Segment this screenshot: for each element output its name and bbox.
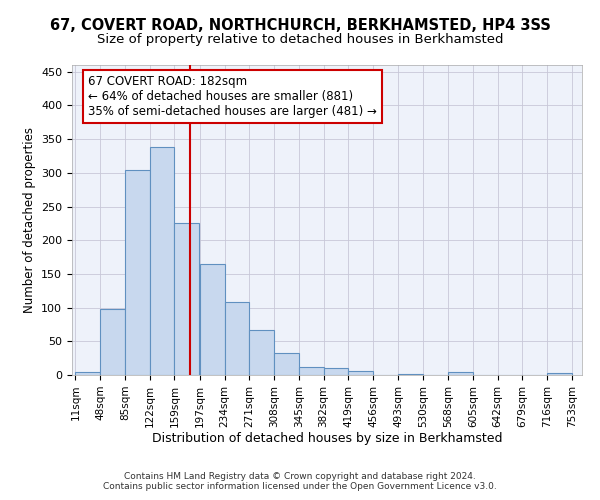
Bar	[274, 353, 299, 375]
Bar	[349, 371, 373, 375]
Text: Contains HM Land Registry data © Crown copyright and database right 2024.: Contains HM Land Registry data © Crown c…	[124, 472, 476, 481]
Y-axis label: Number of detached properties: Number of detached properties	[23, 127, 35, 313]
Bar	[200, 264, 224, 375]
Bar	[547, 373, 572, 375]
Bar	[398, 374, 423, 375]
Bar	[149, 147, 175, 375]
Text: Size of property relative to detached houses in Berkhamsted: Size of property relative to detached ho…	[97, 32, 503, 46]
Bar	[250, 330, 274, 375]
Text: 67 COVERT ROAD: 182sqm
← 64% of detached houses are smaller (881)
35% of semi-de: 67 COVERT ROAD: 182sqm ← 64% of detached…	[88, 75, 377, 118]
Bar	[175, 224, 199, 375]
Bar	[448, 372, 473, 375]
Bar	[100, 309, 125, 375]
X-axis label: Distribution of detached houses by size in Berkhamsted: Distribution of detached houses by size …	[152, 432, 502, 446]
Text: Contains public sector information licensed under the Open Government Licence v3: Contains public sector information licen…	[103, 482, 497, 491]
Bar	[299, 367, 323, 375]
Bar	[323, 368, 349, 375]
Bar	[125, 170, 149, 375]
Text: 67, COVERT ROAD, NORTHCHURCH, BERKHAMSTED, HP4 3SS: 67, COVERT ROAD, NORTHCHURCH, BERKHAMSTE…	[50, 18, 550, 32]
Bar	[76, 372, 100, 375]
Bar	[224, 302, 250, 375]
